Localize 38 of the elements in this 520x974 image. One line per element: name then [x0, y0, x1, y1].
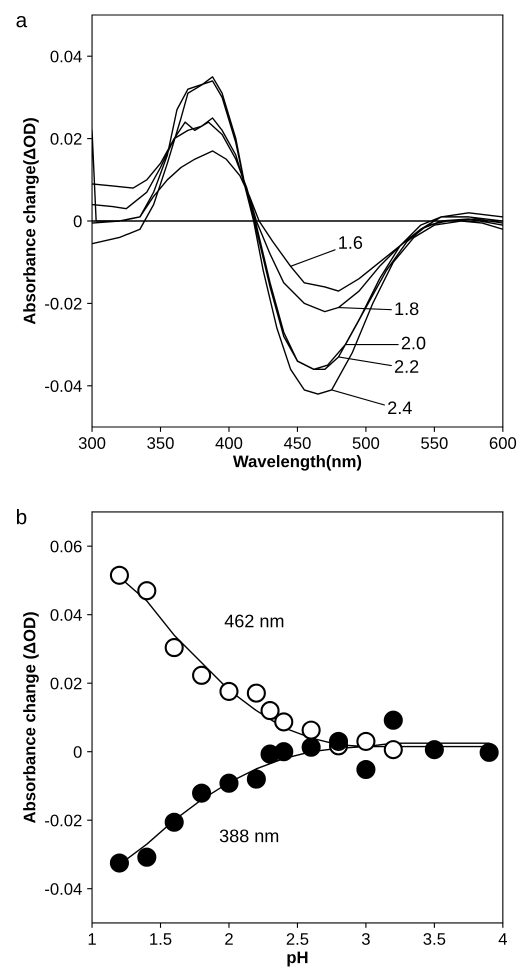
y-tick-label: 0 [74, 746, 82, 758]
x-axis-title: Wavelength(nm) [232, 455, 362, 471]
series-label: 1.6 [339, 236, 362, 249]
y-tick-label: -0.04 [45, 380, 82, 392]
y-tick-label: -0.02 [45, 814, 82, 826]
text: 462 nm [224, 614, 284, 628]
x-tick-label: 1.5 [150, 933, 172, 945]
x-tick-label: 350 [147, 437, 174, 449]
x-tick-label: 300 [78, 437, 106, 449]
x-tick-label: 600 [490, 437, 516, 449]
legend-label: 2.0 [402, 336, 426, 350]
y-tick-label: -0.04 [45, 883, 82, 895]
y-tick-label: 0 [74, 215, 82, 228]
legend-label: 1.8 [395, 302, 418, 316]
legend-label: 2.4 [388, 401, 412, 414]
x-tick-label: 2 [225, 933, 233, 945]
x-tick-label: 3 [362, 933, 370, 945]
y-tick-label: -0.02 [45, 298, 82, 310]
x-tick-label: 4 [498, 933, 507, 945]
series-label: 388 nm [220, 829, 278, 842]
y-axis-title: Absorbance change(ΔOD) [23, 118, 39, 324]
x-tick-label: 450 [284, 437, 311, 449]
x-tick-label: 550 [421, 437, 448, 449]
chart-title: a [16, 16, 28, 28]
chart-title: b [16, 509, 26, 524]
x-tick-label: 400 [215, 437, 242, 449]
y-tick-label: 0.04 [50, 609, 82, 621]
x-tick-label: 2.5 [286, 933, 308, 945]
y-tick-label: 0.04 [50, 50, 82, 62]
legend-label: 2.2 [394, 360, 418, 373]
y-tick-label: 0.06 [50, 540, 82, 552]
x-tick-label: 500 [352, 437, 380, 449]
x-tick-label: 1 [88, 933, 96, 945]
x-tick-label: 3.5 [423, 933, 446, 945]
y-tick-label: 0.02 [50, 678, 82, 690]
y-tick-label: 0.02 [50, 133, 82, 145]
x-axis-title: pH [287, 952, 308, 967]
y-axis-title: Absorbance change (ΔOD) [23, 612, 39, 824]
